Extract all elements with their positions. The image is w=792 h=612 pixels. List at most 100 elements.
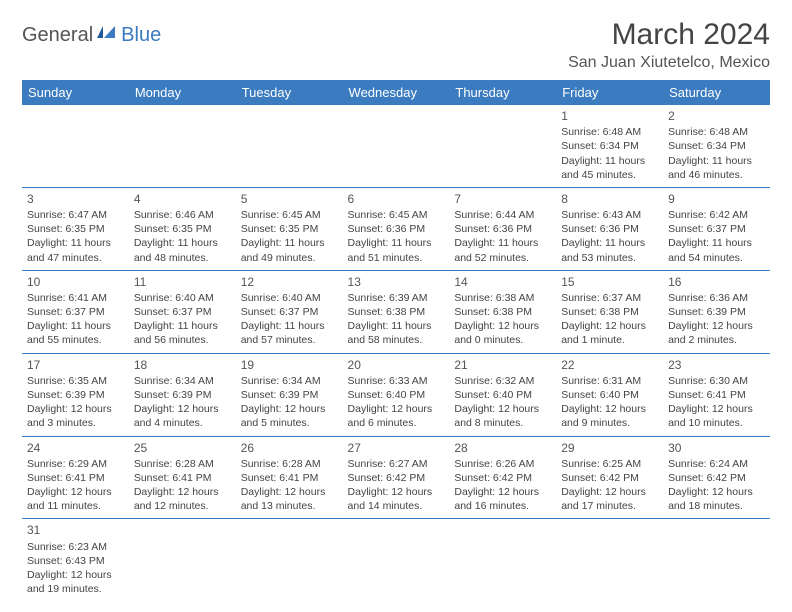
day-number: 11 — [134, 274, 231, 290]
daylight-text: Daylight: 12 hours and 13 minutes. — [241, 485, 338, 513]
sunrise-text: Sunrise: 6:38 AM — [454, 291, 551, 305]
sunset-text: Sunset: 6:39 PM — [27, 388, 124, 402]
sunrise-text: Sunrise: 6:46 AM — [134, 208, 231, 222]
calendar-cell: 11Sunrise: 6:40 AMSunset: 6:37 PMDayligh… — [129, 270, 236, 353]
calendar-cell — [343, 105, 450, 187]
sunset-text: Sunset: 6:38 PM — [561, 305, 658, 319]
calendar-table: Sunday Monday Tuesday Wednesday Thursday… — [22, 80, 770, 601]
calendar-cell: 28Sunrise: 6:26 AMSunset: 6:42 PMDayligh… — [449, 436, 556, 519]
day-number: 9 — [668, 191, 765, 207]
sunrise-text: Sunrise: 6:43 AM — [561, 208, 658, 222]
sunrise-text: Sunrise: 6:48 AM — [668, 125, 765, 139]
day-number: 7 — [454, 191, 551, 207]
daylight-text: Daylight: 12 hours and 3 minutes. — [27, 402, 124, 430]
calendar-cell — [556, 519, 663, 601]
sunrise-text: Sunrise: 6:31 AM — [561, 374, 658, 388]
daylight-text: Daylight: 12 hours and 4 minutes. — [134, 402, 231, 430]
sunrise-text: Sunrise: 6:26 AM — [454, 457, 551, 471]
calendar-row: 17Sunrise: 6:35 AMSunset: 6:39 PMDayligh… — [22, 353, 770, 436]
sunrise-text: Sunrise: 6:29 AM — [27, 457, 124, 471]
sunrise-text: Sunrise: 6:44 AM — [454, 208, 551, 222]
flag-icon — [97, 24, 119, 45]
sunrise-text: Sunrise: 6:39 AM — [348, 291, 445, 305]
weekday-header: Sunday — [22, 80, 129, 105]
calendar-cell: 16Sunrise: 6:36 AMSunset: 6:39 PMDayligh… — [663, 270, 770, 353]
sunset-text: Sunset: 6:42 PM — [454, 471, 551, 485]
sunset-text: Sunset: 6:41 PM — [668, 388, 765, 402]
calendar-cell: 4Sunrise: 6:46 AMSunset: 6:35 PMDaylight… — [129, 187, 236, 270]
sunset-text: Sunset: 6:37 PM — [668, 222, 765, 236]
daylight-text: Daylight: 12 hours and 9 minutes. — [561, 402, 658, 430]
daylight-text: Daylight: 12 hours and 14 minutes. — [348, 485, 445, 513]
daylight-text: Daylight: 12 hours and 1 minute. — [561, 319, 658, 347]
sunrise-text: Sunrise: 6:24 AM — [668, 457, 765, 471]
day-number: 18 — [134, 357, 231, 373]
sunset-text: Sunset: 6:37 PM — [27, 305, 124, 319]
header: General Blue March 2024 San Juan Xiutete… — [22, 18, 770, 72]
sunrise-text: Sunrise: 6:30 AM — [668, 374, 765, 388]
sunset-text: Sunset: 6:36 PM — [454, 222, 551, 236]
day-number: 17 — [27, 357, 124, 373]
calendar-cell: 12Sunrise: 6:40 AMSunset: 6:37 PMDayligh… — [236, 270, 343, 353]
day-number: 15 — [561, 274, 658, 290]
day-number: 30 — [668, 440, 765, 456]
sunrise-text: Sunrise: 6:45 AM — [241, 208, 338, 222]
day-number: 3 — [27, 191, 124, 207]
sunset-text: Sunset: 6:37 PM — [241, 305, 338, 319]
calendar-cell: 10Sunrise: 6:41 AMSunset: 6:37 PMDayligh… — [22, 270, 129, 353]
calendar-cell: 5Sunrise: 6:45 AMSunset: 6:35 PMDaylight… — [236, 187, 343, 270]
location: San Juan Xiutetelco, Mexico — [568, 54, 770, 72]
sunrise-text: Sunrise: 6:42 AM — [668, 208, 765, 222]
calendar-row: 1 Sunrise: 6:48 AMSunset: 6:34 PM Daylight… — [22, 105, 770, 187]
daylight-text: Daylight: 11 hours and 49 minutes. — [241, 236, 338, 264]
calendar-cell — [22, 105, 129, 187]
calendar-cell: 24Sunrise: 6:29 AMSunset: 6:41 PMDayligh… — [22, 436, 129, 519]
sunset-text: Sunset: 6:39 PM — [241, 388, 338, 402]
sunrise-text: Sunrise: 6:27 AM — [348, 457, 445, 471]
calendar-cell — [343, 519, 450, 601]
calendar-row: 24Sunrise: 6:29 AMSunset: 6:41 PMDayligh… — [22, 436, 770, 519]
sunset-text: Sunset: 6:42 PM — [668, 471, 765, 485]
sunset-text: Sunset: 6:43 PM — [27, 554, 124, 568]
day-number: 1 — [561, 108, 658, 124]
calendar-cell — [129, 105, 236, 187]
sunrise-text: Sunrise: 6:34 AM — [241, 374, 338, 388]
calendar-cell: 26Sunrise: 6:28 AMSunset: 6:41 PMDayligh… — [236, 436, 343, 519]
daylight-text: Daylight: 12 hours and 0 minutes. — [454, 319, 551, 347]
calendar-cell: 31Sunrise: 6:23 AMSunset: 6:43 PMDayligh… — [22, 519, 129, 601]
daylight-text: Daylight: 11 hours and 45 minutes. — [561, 154, 658, 182]
sunset-text: Sunset: 6:35 PM — [134, 222, 231, 236]
day-number: 29 — [561, 440, 658, 456]
calendar-cell: 8Sunrise: 6:43 AMSunset: 6:36 PMDaylight… — [556, 187, 663, 270]
logo-text-general: General — [22, 24, 93, 47]
day-number: 8 — [561, 191, 658, 207]
calendar-cell: 30Sunrise: 6:24 AMSunset: 6:42 PMDayligh… — [663, 436, 770, 519]
calendar-cell: 22Sunrise: 6:31 AMSunset: 6:40 PMDayligh… — [556, 353, 663, 436]
day-number: 16 — [668, 274, 765, 290]
daylight-text: Daylight: 11 hours and 56 minutes. — [134, 319, 231, 347]
weekday-header: Tuesday — [236, 80, 343, 105]
calendar-cell: 2Sunrise: 6:48 AMSunset: 6:34 PMDaylight… — [663, 105, 770, 187]
sunset-text: Sunset: 6:35 PM — [27, 222, 124, 236]
calendar-cell: 3Sunrise: 6:47 AMSunset: 6:35 PMDaylight… — [22, 187, 129, 270]
calendar-cell: 14Sunrise: 6:38 AMSunset: 6:38 PMDayligh… — [449, 270, 556, 353]
daylight-text: Daylight: 11 hours and 57 minutes. — [241, 319, 338, 347]
calendar-row: 3Sunrise: 6:47 AMSunset: 6:35 PMDaylight… — [22, 187, 770, 270]
calendar-cell — [236, 105, 343, 187]
daylight-text: Daylight: 12 hours and 10 minutes. — [668, 402, 765, 430]
sunset-text: Sunset: 6:34 PM — [668, 139, 765, 153]
daylight-text: Daylight: 12 hours and 11 minutes. — [27, 485, 124, 513]
weekday-header: Monday — [129, 80, 236, 105]
calendar-cell: 18Sunrise: 6:34 AMSunset: 6:39 PMDayligh… — [129, 353, 236, 436]
calendar-cell — [449, 519, 556, 601]
sunset-text: Sunset: 6:35 PM — [241, 222, 338, 236]
day-number: 24 — [27, 440, 124, 456]
day-number: 20 — [348, 357, 445, 373]
sunset-text: Sunset: 6:40 PM — [454, 388, 551, 402]
sunrise-text: Sunrise: 6:33 AM — [348, 374, 445, 388]
daylight-text: Daylight: 12 hours and 17 minutes. — [561, 485, 658, 513]
sunset-text: Sunset: 6:36 PM — [348, 222, 445, 236]
sunset-text: Sunset: 6:41 PM — [241, 471, 338, 485]
sunset-text: Sunset: 6:42 PM — [348, 471, 445, 485]
sunset-text: Sunset: 6:39 PM — [668, 305, 765, 319]
